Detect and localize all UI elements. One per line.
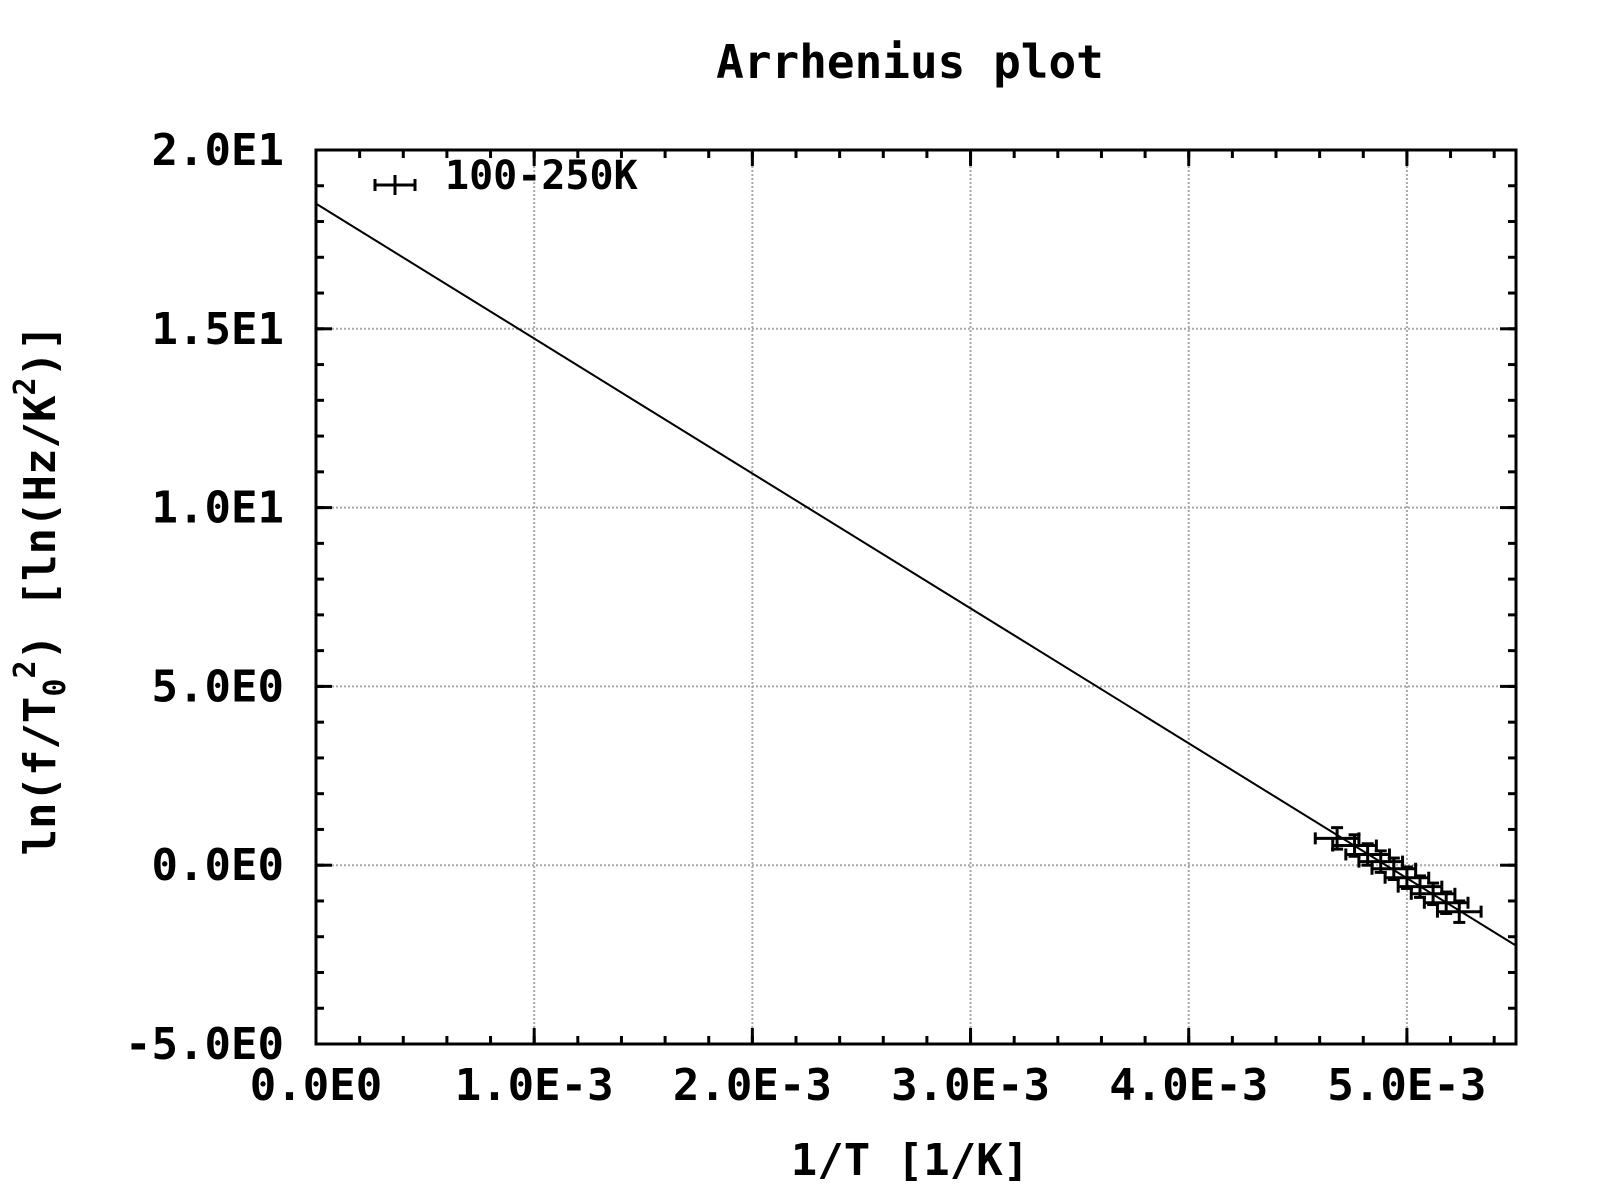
legend: 100-250K xyxy=(373,153,638,199)
x-tick-label: 0.0E0 xyxy=(250,1060,382,1111)
x-tick-label: 4.0E-3 xyxy=(1109,1060,1268,1111)
x-tick-label: 2.0E-3 xyxy=(673,1060,832,1111)
legend-label: 100-250K xyxy=(445,153,638,199)
fit-line xyxy=(315,202,1517,947)
y-axis-label-prefix: ln(f/T xyxy=(15,697,66,856)
y-axis-label: ln(f/T02) [ln(Hz/K2)] xyxy=(8,324,73,855)
y-tick-label: -5.0E0 xyxy=(125,1019,284,1070)
x-tick-label: 5.0E-3 xyxy=(1327,1060,1486,1111)
y-tick-label: 5.0E0 xyxy=(152,661,284,712)
y-tick-label: 1.0E1 xyxy=(152,483,284,534)
x-tick-label: 1.0E-3 xyxy=(455,1060,614,1111)
y-tick-labels: -5.0E0 0.0E0 5.0E0 1.0E1 1.5E1 2.0E1 xyxy=(125,125,284,1070)
axis-ticks xyxy=(314,148,1516,1046)
x-tick-label: 3.0E-3 xyxy=(891,1060,1050,1111)
y-axis-label-subscript: 0 xyxy=(38,679,73,697)
y-axis-label-superscript-2: 2 xyxy=(8,377,43,395)
data-point xyxy=(1313,826,1361,851)
y-tick-label: 1.5E1 xyxy=(152,304,284,355)
chart-title: Arrhenius plot xyxy=(716,35,1104,89)
errorbar-series xyxy=(1313,826,1483,924)
data-series xyxy=(315,202,1517,947)
y-axis-label-suffix: )] xyxy=(15,324,66,377)
grid-lines xyxy=(316,150,1516,1044)
y-tick-label: 2.0E1 xyxy=(152,125,284,176)
x-axis-label: 1/T [1/K] xyxy=(791,1135,1029,1186)
plot-frame xyxy=(314,148,1518,1046)
y-axis-label-middle: ) [ln(Hz/K xyxy=(15,395,66,660)
legend-marker-errorbar xyxy=(373,175,417,195)
y-tick-label: 0.0E0 xyxy=(152,840,284,891)
y-axis-label-superscript: 2 xyxy=(8,660,43,678)
x-tick-labels: 0.0E0 1.0E-3 2.0E-3 3.0E-3 4.0E-3 5.0E-3 xyxy=(250,1060,1487,1111)
